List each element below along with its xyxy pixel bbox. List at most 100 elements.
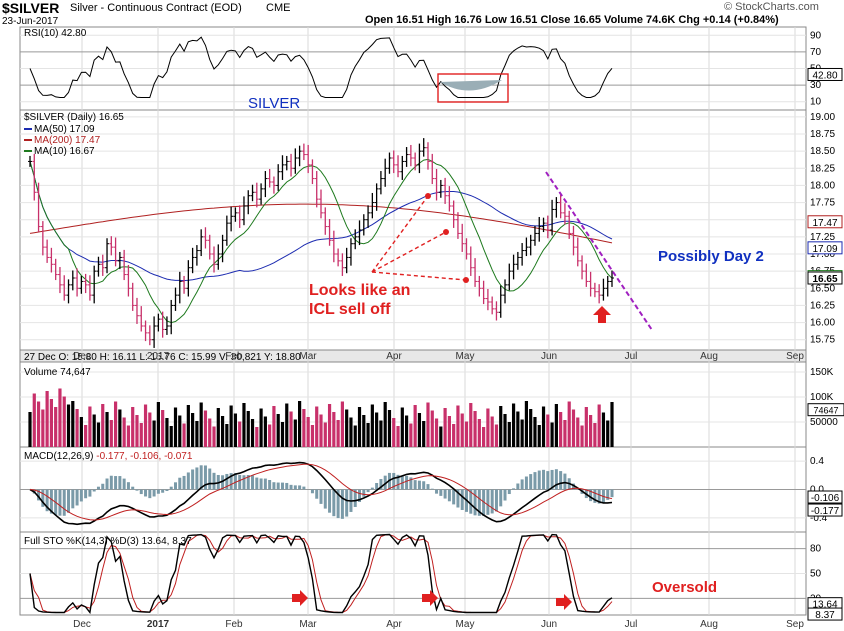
ytick-rsi: 30 [810, 80, 822, 91]
xtick-bottom: 2017 [147, 619, 170, 630]
macd-histogram-bar [109, 475, 113, 490]
macd-histogram-bar [96, 486, 100, 490]
xtick-price: 2017 [147, 351, 170, 362]
volume-bar [238, 421, 242, 447]
volume-bar [84, 425, 88, 447]
macd-histogram-bar [559, 471, 563, 490]
price-tag [807, 215, 843, 229]
xtick-price: Feb [225, 351, 243, 362]
macd-histogram-bar [259, 478, 263, 490]
volume-bar [122, 417, 126, 447]
xtick-price: Dec [73, 351, 91, 362]
volume-bar [199, 402, 203, 447]
macd-histogram-bar [426, 484, 430, 490]
volume-bar [409, 423, 413, 447]
volume-bar [345, 409, 349, 447]
right-arrow-icon [556, 594, 572, 610]
volume-bar [383, 402, 387, 447]
macd-histogram-bar [45, 489, 49, 512]
volume-bar [310, 425, 315, 447]
volume-bar [606, 420, 610, 447]
macd-histogram-bar [233, 473, 237, 490]
macd-histogram-bar [114, 476, 118, 490]
ytick-vol: 150K [810, 367, 834, 378]
volume-bar [289, 411, 293, 447]
ytick-price: 17.75 [810, 198, 835, 209]
volume-bar [96, 422, 101, 447]
volume-bar [473, 411, 477, 447]
macd-histogram-bar [75, 489, 79, 506]
volume-bar [439, 426, 443, 447]
macd-histogram-bar [422, 481, 426, 490]
volume-bar [285, 403, 289, 447]
macd-histogram-bar [520, 479, 524, 490]
volume-bar [54, 407, 58, 447]
xtick-bottom: Apr [386, 619, 402, 630]
macd-histogram-bar [396, 474, 400, 490]
ytick-price: 18.00 [810, 180, 835, 191]
macd-histogram-bar [353, 489, 357, 507]
macd-histogram-bar [71, 489, 75, 509]
volume-bar [250, 419, 255, 447]
macd-histogram-bar [529, 474, 533, 490]
volume-bar [486, 408, 490, 447]
macd-histogram-bar [379, 479, 383, 490]
macd-histogram-bar [413, 480, 417, 490]
macd-histogram-bar [589, 489, 593, 502]
macd-line [29, 461, 613, 526]
macd-histogram-bar [238, 474, 242, 490]
macd-histogram-bar [88, 489, 92, 497]
volume-bar [456, 405, 460, 447]
volume-bar [516, 411, 520, 447]
volume-bar [131, 407, 135, 447]
volume-bar [546, 414, 550, 447]
volume-bar [541, 406, 546, 447]
volume-bar [443, 408, 447, 447]
annotation-icl-2: ICL sell off [309, 301, 391, 318]
volume-bar [41, 409, 45, 447]
macd-histogram-bar [456, 489, 460, 508]
macd-histogram-bar [161, 489, 165, 493]
xtick-price: Apr [386, 351, 402, 362]
macd-histogram-bar [203, 465, 207, 490]
volume-title: Volume 74,647 [24, 367, 91, 378]
volume-bar [156, 402, 160, 447]
macd-histogram-bar [516, 483, 520, 490]
volume-bar [340, 401, 344, 447]
volume-bar [503, 414, 507, 447]
up-arrow-icon [593, 306, 611, 323]
volume-bar [417, 413, 422, 447]
volume-bar [524, 401, 529, 447]
volume-bar [152, 420, 156, 447]
volume-bar [413, 405, 417, 447]
volume-bar [327, 404, 332, 447]
macd-histogram-bar [439, 489, 443, 496]
macd-histogram-bar [366, 489, 370, 493]
price-tag [807, 271, 843, 285]
volume-bar [370, 404, 374, 447]
volume-bar [554, 404, 558, 447]
volume-bar [169, 426, 173, 447]
macd-histogram-bar [131, 486, 135, 490]
macd-tag [807, 490, 843, 504]
price-tag-label: 17.47 [812, 218, 837, 229]
macd-histogram-bar [358, 489, 362, 502]
volume-bar [482, 427, 486, 447]
macd-histogram-bar [268, 480, 272, 490]
volume-bar [396, 426, 400, 447]
volume-bar [178, 415, 182, 447]
macd-histogram-bar [597, 489, 601, 504]
volume-bar [559, 412, 563, 447]
macd-histogram-bar [435, 489, 439, 494]
macd-histogram-bar [409, 477, 413, 490]
volume-bar [315, 406, 319, 447]
arrow-dashed [371, 231, 447, 273]
volume-bar [584, 407, 588, 447]
price-title: $SILVER (Daily) 16.65 [24, 112, 124, 123]
macd-histogram-bar [272, 482, 276, 490]
xtick-price: May [456, 351, 475, 362]
ytick-rsi: 70 [810, 47, 822, 58]
volume-bar [422, 421, 426, 447]
macd-histogram-bar [221, 475, 225, 490]
volume-bar [319, 414, 323, 447]
